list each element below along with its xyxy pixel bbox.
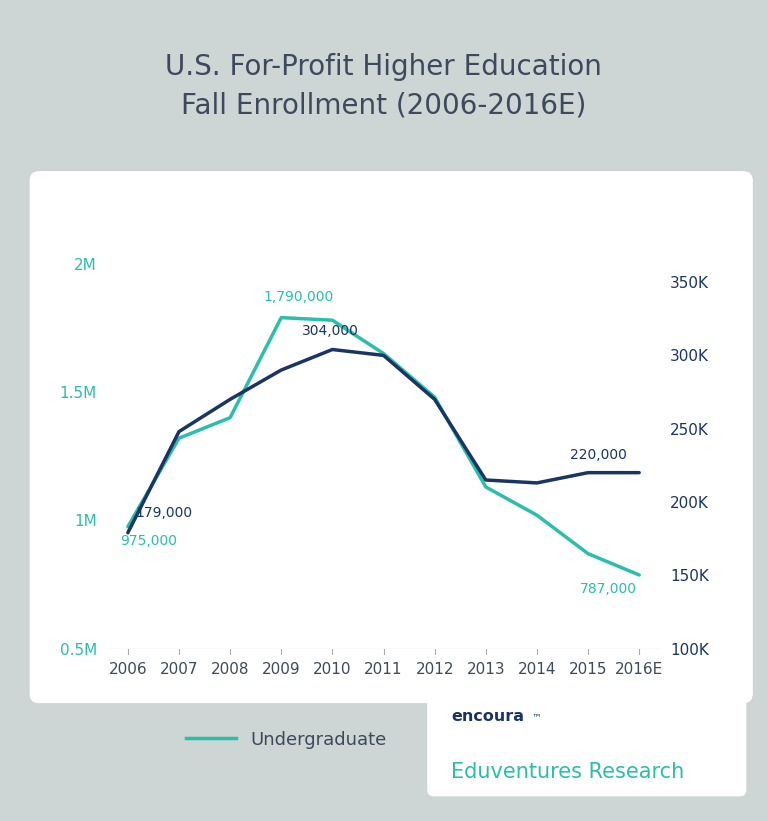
Text: ™: ™ (532, 713, 542, 722)
Legend: Undergraduate, Graduate: Undergraduate, Graduate (179, 724, 588, 757)
Text: 975,000: 975,000 (120, 534, 177, 548)
Text: 787,000: 787,000 (581, 582, 637, 596)
Text: 179,000: 179,000 (136, 506, 193, 520)
Text: 304,000: 304,000 (301, 323, 358, 338)
Text: 220,000: 220,000 (570, 448, 627, 462)
Text: Eduventures Research: Eduventures Research (451, 762, 684, 782)
Text: U.S. For-Profit Higher Education
Fall Enrollment (2006-2016E): U.S. For-Profit Higher Education Fall En… (165, 53, 602, 119)
Text: 1,790,000: 1,790,000 (263, 290, 334, 304)
Text: encoura: encoura (451, 709, 524, 724)
